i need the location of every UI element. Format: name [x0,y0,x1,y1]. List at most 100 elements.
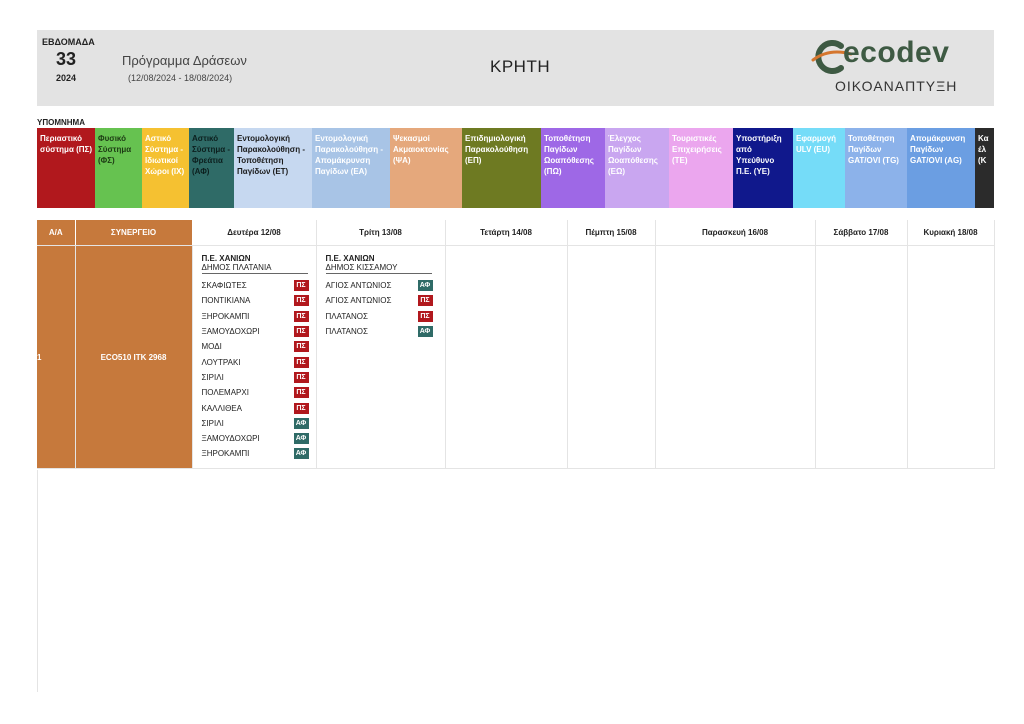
activity-place: ΣΙΡΙΛΙ [201,418,224,428]
activity-row: ΠΟΛΕΜΑΡΧΙ ΠΣ [202,385,309,400]
region-title: ΚΡΗΤΗ [490,57,551,76]
legend-item: Κα έλ (Κ [975,128,994,208]
table-row: 1 ECO510 ΙΤΚ 2968 Π.Ε. ΧΑΝΙΩΝ ΔΗΜΟΣ ΠΛΑΤ… [37,245,995,469]
municipality-name: ΔΗΜΟΣ ΚΙΣΣΑΜΟΥ [325,263,432,274]
legend-item: Φυσικό Σύστημα (ΦΣ) [95,128,142,208]
activity-code-badge: ΠΣ [293,326,309,338]
activity-place: ΣΚΑΦΙΩΤΕΣ [201,281,247,291]
activity-place: ΑΓΙΟΣ ΑΝΤΩΝΙΟΣ [325,296,392,306]
activity-place: ΚΑΛΛΙΘΕΑ [201,403,242,413]
activity-code-badge: ΠΣ [293,356,309,368]
legend-title: ΥΠΟΜΝΗΜΑ [37,118,85,127]
activity-code-badge: ΑΦ [293,448,309,460]
activity-place: ΞΑΜΟΥΔΟΧΩΡΙ [201,327,260,337]
day-cell-sunday [907,245,995,469]
legend-item: Εφαρμογή ULV (EU) [793,128,845,208]
activity-place: ΛΟΥΤΡΑΚΙ [201,357,241,367]
activity-code-badge: ΑΦ [293,417,309,429]
activity-row: ΑΓΙΟΣ ΑΝΤΩΝΙΟΣ ΠΣ [326,293,433,308]
day-cell-monday: Π.Ε. ΧΑΝΙΩΝ ΔΗΜΟΣ ΠΛΑΤΑΝΙΑ ΣΚΑΦΙΩΤΕΣ ΠΣ ΠΟ… [192,245,317,469]
activity-row: ΞΑΜΟΥΔΟΧΩΡΙ ΑΦ [202,431,309,446]
col-header-day: Σάββατο 17/08 [815,220,908,246]
activity-code-badge: ΠΣ [293,280,309,292]
activity-code-badge: ΠΣ [293,310,309,322]
municipality-name: ΔΗΜΟΣ ΠΛΑΤΑΝΙΑ [201,263,308,274]
activity-code-badge: ΠΣ [293,371,309,383]
legend-item: Αστικό Σύστημα - Φρεάτια (ΑΦ) [189,128,234,208]
legend: Περιαστικό σύστημα (ΠΣ) Φυσικό Σύστημα (Φ… [37,128,994,208]
col-header-team: ΣΥΝΕΡΓΕΙΟ [75,220,193,246]
page-border-line [37,470,38,692]
activity-code-badge: ΠΣ [293,387,309,399]
activity-place: ΞΗΡΟΚΑΜΠΙ [201,311,250,321]
day-cell-wednesday [445,245,568,469]
legend-item: Επιδημιολογική Παρακολούθηση (ΕΠ) [462,128,541,208]
ecodev-logo-icon [811,40,853,74]
day-cell-saturday [815,245,908,469]
day-cell-friday [655,245,816,469]
activity-code-badge: ΑΦ [417,326,433,338]
activity-row: ΞΑΜΟΥΔΟΧΩΡΙ ΠΣ [202,324,309,339]
legend-item: Απομάκρυνση Παγίδων GAT/OVI (AG) [907,128,975,208]
col-header-day: Τρίτη 13/08 [316,220,446,246]
week-number: 33 [56,49,77,69]
activity-row: ΠΛΑΤΑΝΟΣ ΠΣ [326,309,433,324]
legend-item: Ψεκασμοί Ακμαιοκτονίας (ΨΑ) [390,128,462,208]
activity-row: ΠΛΑΤΑΝΟΣ ΑΦ [326,324,433,339]
activity-row: ΚΑΛΛΙΘΕΑ ΠΣ [202,400,309,415]
week-label: ΕΒΔΟΜΑΔΑ [42,37,95,47]
department-name: Π.Ε. ΧΑΝΙΩΝ [325,254,375,263]
activity-place: ΠΟΝΤΙΚΙΑΝΑ [201,296,251,306]
logo-subtitle: ΟΙΚΟΑΝΑΠΤΥΞΗ [835,78,958,94]
activity-code-badge: ΠΣ [417,310,433,322]
col-header-day: Τετάρτη 14/08 [445,220,568,246]
legend-item: Τοποθέτηση Παγίδων Ωοαπόθεσης (ΠΩ) [541,128,605,208]
col-header-day: Παρασκευή 16/08 [655,220,816,246]
legend-item: Αστικό Σύστημα - Ιδιωτικοί Χώροι (ΙΧ) [142,128,189,208]
legend-item: Περιαστικό σύστημα (ΠΣ) [37,128,95,208]
col-header-day: Κυριακή 18/08 [907,220,995,246]
ecodev-logo: ecodev ΟΙΚΟΑΝΑΠΤΥΞΗ [809,36,989,102]
activity-row: ΣΚΑΦΙΩΤΕΣ ΠΣ [202,278,309,293]
program-title: Πρόγραμμα Δράσεων [122,53,247,68]
activity-row: ΞΗΡΟΚΑΜΠΙ ΠΣ [202,309,309,324]
activity-row: ΣΙΡΙΛΙ ΑΦ [202,416,309,431]
table-header-row: Α/Α ΣΥΝΕΡΓΕΙΟ Δευτέρα 12/08 Τρίτη 13/08 … [37,220,995,246]
activity-list: ΣΚΑΦΙΩΤΕΣ ΠΣ ΠΟΝΤΙΚΙΑΝΑ ΠΣ ΞΗΡΟΚΑΜΠΙ ΠΣ ΞΑΜΟΥΔ… [202,278,309,462]
activity-place: ΞΗΡΟΚΑΜΠΙ [201,449,250,459]
activity-place: ΠΟΛΕΜΑΡΧΙ [201,388,249,398]
activity-row: ΜΟΔΙ ΠΣ [202,339,309,354]
activity-row: ΛΟΥΤΡΑΚΙ ΠΣ [202,354,309,369]
activity-place: ΠΛΑΤΑΝΟΣ [325,327,368,337]
week-year: 2024 [56,73,77,83]
activity-place: ΞΑΜΟΥΔΟΧΩΡΙ [201,434,260,444]
activity-code-badge: ΠΣ [417,295,433,307]
legend-item: Έλεγχος Παγίδων Ωοαπόθεσης (ΕΩ) [605,128,669,208]
activity-row: ΑΓΙΟΣ ΑΝΤΩΝΙΟΣ ΑΦ [326,278,433,293]
activity-code-badge: ΑΦ [417,280,433,292]
activity-row: ΞΗΡΟΚΑΜΠΙ ΑΦ [202,446,309,461]
activity-place: ΜΟΔΙ [201,342,222,352]
col-header-aa: Α/Α [37,220,76,246]
activity-place: ΠΛΑΤΑΝΟΣ [325,311,368,321]
legend-item: Τουριστικές Επιχειρήσεις (ΤΕ) [669,128,733,208]
legend-item: Εντομολογική Παρακολούθηση - Τοποθέτηση … [234,128,312,208]
legend-item: Τοποθέτηση Παγίδων GAT/OVI (TG) [845,128,907,208]
legend-item: Υποστήριξη από Υπεύθυνο Π.Ε. (ΥΕ) [733,128,793,208]
day-cell-tuesday: Π.Ε. ΧΑΝΙΩΝ ΔΗΜΟΣ ΚΙΣΣΑΜΟΥ ΑΓΙΟΣ ΑΝΤΩΝΙΟ… [316,245,446,469]
activity-code-badge: ΠΣ [293,402,309,414]
col-header-day: Δευτέρα 12/08 [192,220,317,246]
activity-row: ΠΟΝΤΙΚΙΑΝΑ ΠΣ [202,293,309,308]
activity-place: ΑΓΙΟΣ ΑΝΤΩΝΙΟΣ [325,281,392,291]
activity-list: ΑΓΙΟΣ ΑΝΤΩΝΙΟΣ ΑΦ ΑΓΙΟΣ ΑΝΤΩΝΙΟΣ ΠΣ ΠΛΑΤΑΝΟΣ… [326,278,437,339]
program-dates: (12/08/2024 - 18/08/2024) [128,73,233,83]
activity-code-badge: ΠΣ [293,341,309,353]
legend-item: Εντομολογική Παρακολούθηση - Απομάκρυνση… [312,128,390,208]
row-number: 1 [37,245,76,469]
activity-row: ΣΙΡΙΛΙ ΠΣ [202,370,309,385]
activity-place: ΣΙΡΙΛΙ [201,372,224,382]
day-cell-thursday [567,245,656,469]
department-name: Π.Ε. ΧΑΝΙΩΝ [201,254,251,263]
logo-wordmark: ecodev [843,36,950,69]
col-header-day: Πέμπτη 15/08 [567,220,656,246]
